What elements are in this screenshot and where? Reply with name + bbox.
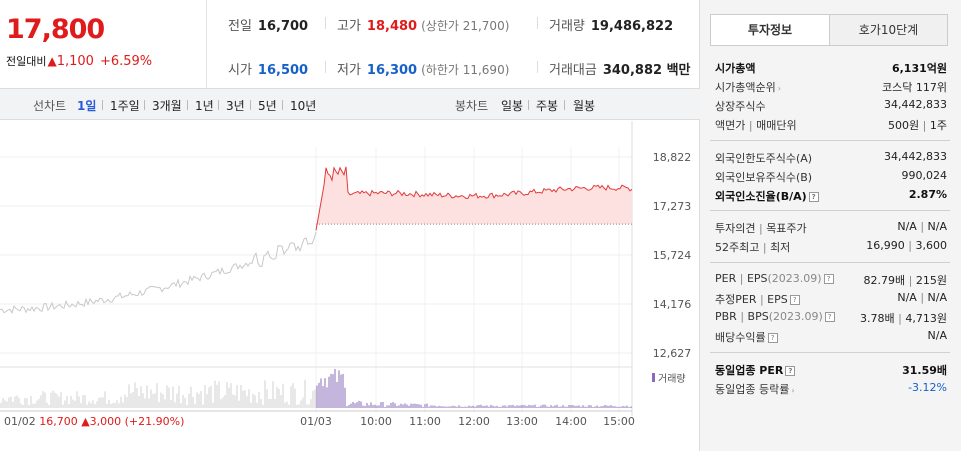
tab-investment-info[interactable]: 투자정보 <box>711 15 829 45</box>
x-tick-label: 12:00 <box>458 415 490 428</box>
price-chart: 18,822 17,273 15,724 14,176 12,627 거래량 01/03 10… <box>0 121 692 428</box>
today-price-line <box>315 166 633 231</box>
help-icon[interactable]: ? <box>789 295 800 305</box>
y-tick-label: 12,627 <box>653 347 692 360</box>
price-summary: 17,800 전일대비▲1,100 +6.59% <box>0 0 207 88</box>
y-tick-label: 17,273 <box>653 200 692 213</box>
x-tick-label: 15:00 <box>603 415 635 428</box>
tab-3year[interactable]: 3년 <box>226 99 245 113</box>
help-icon[interactable]: ? <box>767 333 778 343</box>
chevron-right-icon: › <box>777 84 781 93</box>
change-rate: +6.59% <box>99 54 153 69</box>
tab-1week[interactable]: 1주일 <box>110 99 140 113</box>
divider <box>710 262 950 263</box>
help-icon[interactable]: ? <box>823 274 834 284</box>
help-icon[interactable]: ? <box>785 366 796 376</box>
y-tick-label: 15,724 <box>653 249 692 262</box>
tab-1year[interactable]: 1년 <box>195 99 214 113</box>
divider <box>710 352 950 353</box>
x-tick-label: 01/03 <box>300 415 332 428</box>
tab-daily-candle[interactable]: 일봉 <box>501 99 524 113</box>
x-tick-label: 11:00 <box>409 415 441 428</box>
help-icon[interactable]: ? <box>824 312 835 322</box>
help-icon[interactable]: ? <box>808 192 819 202</box>
x-tick-label: 13:00 <box>506 415 538 428</box>
current-price: 17,800 <box>6 14 105 45</box>
divider <box>537 61 538 73</box>
chart-period-tabs: 선차트 1일 1주일 3개월 1년 3년 5년 10년 봉차트 일봉 주봉 월봉 <box>0 88 700 120</box>
prev-day-line <box>0 231 317 315</box>
x-tick-label: 14:00 <box>555 415 587 428</box>
prev-day-legend: 01/02 16,700 ▲3,000 (+21.90%) <box>4 415 184 428</box>
stat-volume: 거래량 19,486,822 <box>549 19 674 34</box>
stock-main-panel: 17,800 전일대비▲1,100 +6.59% 전일 16,700 고가 18,48… <box>0 0 700 451</box>
volume-legend-swatch <box>652 373 655 382</box>
line-chart-label: 선차트 <box>33 99 67 113</box>
stat-open: 시가 16,500 <box>228 63 309 78</box>
y-tick-label: 18,822 <box>653 151 692 164</box>
tab-1day[interactable]: 1일 <box>77 99 97 113</box>
change-label: 전일대비 <box>6 55 47 68</box>
candle-chart-label: 봉차트 <box>455 99 489 113</box>
tab-10year[interactable]: 10년 <box>290 99 317 113</box>
change-amount: 1,100 <box>56 54 94 69</box>
divider <box>710 210 950 211</box>
today-area-fill <box>316 166 632 231</box>
stat-low: 저가 16,300 (하한가 11,690) <box>337 63 510 78</box>
divider <box>537 17 538 29</box>
price-change: 전일대비▲1,100 +6.59% <box>6 53 152 69</box>
up-arrow-icon: ▲ <box>47 54 57 68</box>
tab-3month[interactable]: 3개월 <box>152 99 182 113</box>
volume-legend-label: 거래량 <box>658 373 686 385</box>
tab-weekly-candle[interactable]: 주봉 <box>536 99 559 113</box>
tab-monthly-candle[interactable]: 월봉 <box>573 99 596 113</box>
divider <box>325 17 326 29</box>
stat-high: 고가 18,480 (상한가 21,700) <box>337 19 510 34</box>
stat-prev-close: 전일 16,700 <box>228 19 309 34</box>
divider <box>325 61 326 73</box>
divider <box>710 140 950 141</box>
x-tick-label: 10:00 <box>360 415 392 428</box>
info-tabs: 투자정보 호가10단계 <box>710 14 948 46</box>
chevron-right-icon: › <box>791 386 795 395</box>
y-tick-label: 14,176 <box>653 298 692 311</box>
tab-order-book[interactable]: 호가10단계 <box>829 15 947 45</box>
stat-amount: 거래대금 340,882 백만 <box>549 63 691 78</box>
investment-info-panel: 투자정보 호가10단계 시가총액 6,131억원 시가총액순위 › 코스닥 117위 … <box>700 0 961 451</box>
tab-5year[interactable]: 5년 <box>258 99 277 113</box>
